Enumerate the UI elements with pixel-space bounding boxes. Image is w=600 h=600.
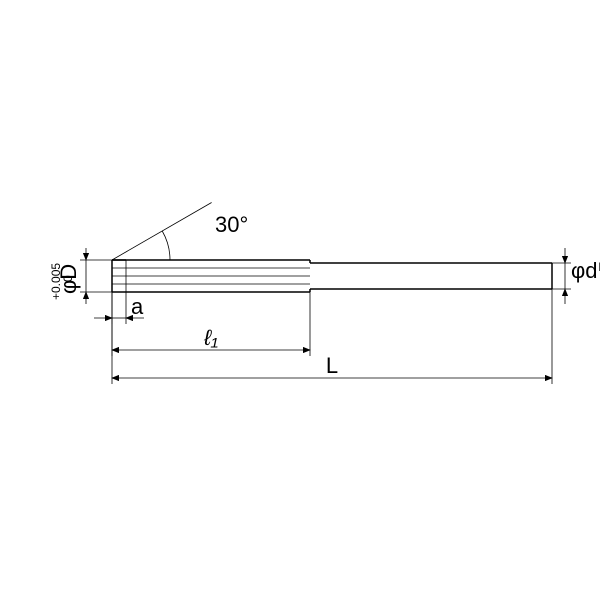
flute-length-text: ℓ₁ — [203, 325, 218, 350]
angle-text: 30° — [215, 212, 248, 237]
chamfer-a-text: a — [131, 294, 144, 319]
phi-D-tol-lower: 0 — [61, 275, 75, 282]
overall-length-text: L — [326, 353, 338, 378]
reamer-technical-drawing: 30°φD+0.0050φdh6aℓ₁L — [0, 0, 600, 600]
phi-d-text: φdh6 — [571, 258, 600, 283]
